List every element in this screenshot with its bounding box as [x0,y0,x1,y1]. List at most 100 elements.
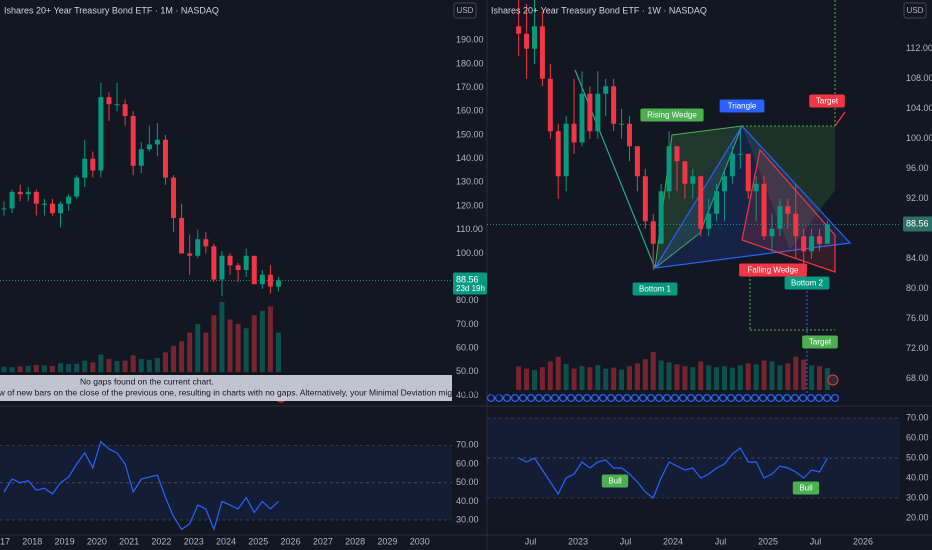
candle-body [801,236,807,252]
volume-bar [626,366,632,390]
event-marker [494,393,504,403]
volume-bar [82,360,88,372]
candle-body [106,97,112,105]
event-marker [710,393,720,403]
volume-bar [587,367,593,390]
volume-bar [809,365,815,390]
rsi-tick-label: 20.00 [906,512,929,522]
candle-body [785,206,791,214]
candle-body [698,176,704,229]
y-tick-label: 96.00 [906,163,929,173]
event-marker [558,393,568,403]
x-tick-label: Jul [525,536,537,546]
y-tick-label: 170.00 [456,82,484,92]
candle-body [82,158,88,178]
event-marker [766,393,776,403]
candle-body [235,265,241,270]
candle-body [243,255,249,270]
y-tick-label: 68.00 [906,373,929,383]
event-marker [774,393,784,403]
event-marker [638,393,648,403]
volume-bar [106,358,112,372]
candle-body [571,123,577,143]
volume-bar [90,362,96,372]
candle-body [547,78,553,132]
event-marker [758,393,768,403]
rsi-tick-label: 30.00 [906,492,929,502]
y-tick-label: 100.00 [456,248,484,258]
event-marker [590,393,600,403]
notice-detail: ew of new bars on the close of the previ… [0,387,506,397]
volume-bar [642,359,648,390]
volume-bar [706,365,712,390]
annotation-box [640,108,704,122]
volume-bar [793,356,799,390]
last-price-label: 88.56 [456,274,479,284]
candle-body [587,93,593,132]
volume-bar [674,364,680,390]
volume-bar [634,363,640,390]
volume-bar [801,359,807,390]
currency-box [903,2,927,19]
candle-body [682,161,688,184]
volume-bar [203,332,209,372]
event-marker [798,393,808,403]
candle-body [690,176,696,184]
volume-bar [721,366,727,390]
candle-body [516,26,522,34]
candle-body [579,93,585,143]
y-tick-label: 72.00 [906,343,929,353]
annotation: Falling Wedge [748,266,800,275]
candle-body [642,176,648,222]
candle-body [187,253,193,256]
rsi-line [3,440,279,532]
volume-bar [146,359,152,372]
target-arrow [834,111,846,127]
event-marker [542,393,552,403]
event-marker [782,393,792,403]
event-marker [598,393,608,403]
annotation: Target [816,97,839,106]
event-marker [630,393,640,403]
volume-bar [243,328,249,372]
volume-bar [611,367,617,390]
event-marker [582,393,592,403]
volume-bar [9,367,15,372]
x-tick-label: 2020 [87,536,107,546]
x-tick-label: 2017 [0,536,10,546]
y-tick-label: 190.00 [456,35,484,45]
event-marker [654,393,664,403]
event-marker [614,393,624,403]
volume-bar [195,323,201,372]
volume-bar [1,366,7,372]
event-marker [606,393,616,403]
volume-bar [235,323,241,372]
candle-body [227,255,233,266]
y-tick-label: 130.00 [456,177,484,187]
candle-body [130,116,136,166]
x-tick-label: 2023 [184,536,204,546]
candle-body [745,153,751,192]
candle-body [824,224,830,244]
chart-title: Ishares 20+ Year Treasury Bond ETF · 1M … [4,5,219,15]
y-tick-label: 40.00 [456,390,479,400]
volume-bar [219,302,225,372]
x-tick-label: 2021 [119,536,139,546]
rsi-tick-label: 60.00 [456,458,479,468]
candle-body [793,213,799,237]
volume-bar [41,365,47,372]
currency: USD [907,6,924,15]
candle-body [777,206,783,229]
candle-body [219,255,225,280]
x-tick-label: 2024 [216,536,236,546]
candle-body [650,221,656,244]
event-marker [718,393,728,403]
candle-body [203,239,209,247]
y-tick-label: 112.00 [906,43,932,53]
volume-bar [619,369,625,390]
event-marker [790,393,800,403]
y-tick-label: 180.00 [456,58,484,68]
last-price-label: 88.56 [906,218,929,228]
event-marker [662,393,672,403]
